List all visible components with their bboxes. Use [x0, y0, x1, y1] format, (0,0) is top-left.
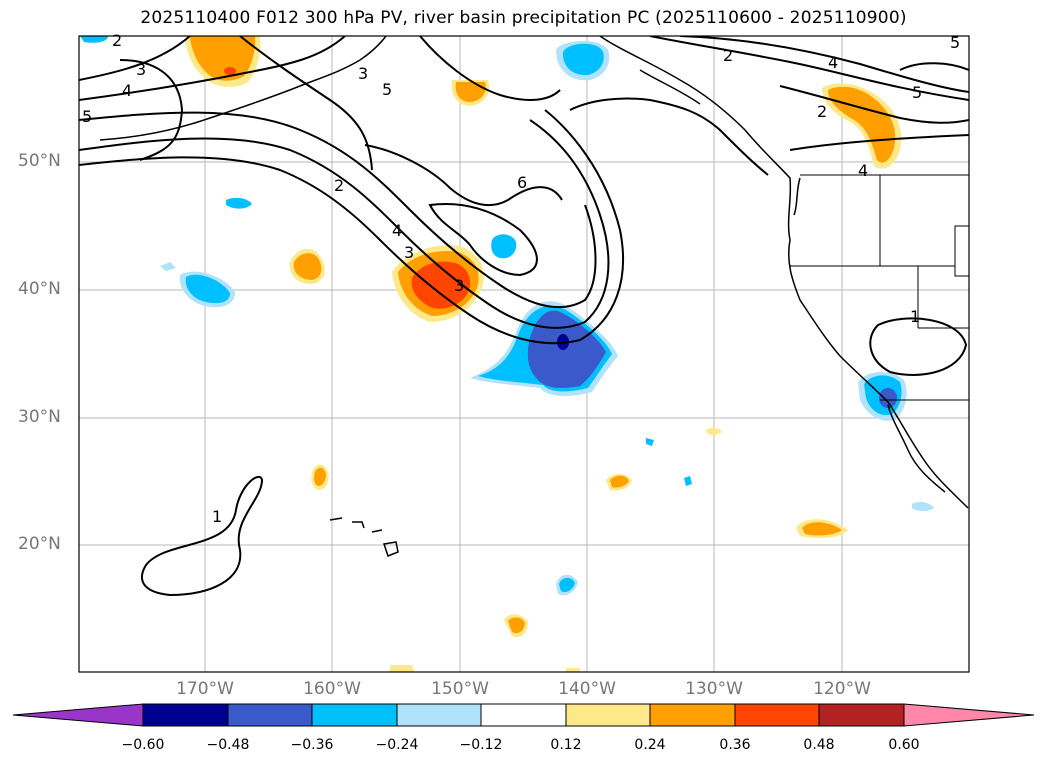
- colorbar-segment: [142, 703, 229, 727]
- precip-shading: [80, 36, 934, 672]
- colorbar-extend-low: [12, 703, 144, 727]
- lon-label: 120°W: [813, 679, 871, 699]
- colorbar-tick: −0.60: [121, 737, 165, 753]
- contour-label: 5: [912, 83, 922, 102]
- colorbar: [12, 703, 1035, 727]
- colorbar-segment: [480, 703, 567, 727]
- map-title: 2025110400 F012 300 hPa PV, river basin …: [140, 8, 907, 28]
- contour-label: 2: [723, 46, 733, 65]
- lat-label: 30°N: [18, 407, 61, 427]
- colorbar-tick: 0.36: [719, 737, 751, 753]
- map-frame: [78, 35, 970, 673]
- lat-label: 50°N: [18, 151, 61, 171]
- contour-label: 3: [358, 64, 368, 83]
- contour-label: 3: [136, 60, 146, 79]
- contour-label: 2: [817, 102, 827, 121]
- contour-label: 4: [392, 221, 402, 240]
- contour-label: 6: [517, 173, 527, 192]
- colorbar-tick: −0.12: [459, 737, 503, 753]
- colorbar-segment: [649, 703, 736, 727]
- contour-label: 4: [828, 53, 838, 72]
- contour-label: 1: [212, 507, 222, 526]
- colorbar-segment: [734, 703, 820, 727]
- contour-labels: 2 3 4 5 3 2 5 2 4 3 6 3 4 5 2 1 1 5 4: [82, 31, 960, 526]
- colorbar-tick: 0.48: [803, 737, 835, 753]
- contour-label: 5: [382, 80, 392, 99]
- colorbar-tick: −0.48: [206, 737, 250, 753]
- colorbar-tick: 0.24: [634, 737, 666, 753]
- colorbar-segment: [311, 703, 398, 727]
- colorbar-tick: 0.60: [888, 737, 920, 753]
- contour-label: 3: [404, 243, 414, 262]
- pv-contours: [79, 36, 969, 597]
- colorbar-tick: −0.36: [290, 737, 334, 753]
- lon-label: 170°W: [176, 679, 234, 699]
- lon-label: 160°W: [303, 679, 361, 699]
- contour-label: 2: [334, 176, 344, 195]
- contour-label: 3: [454, 276, 464, 295]
- lon-label: 140°W: [558, 679, 616, 699]
- lon-label: 130°W: [685, 679, 743, 699]
- lon-label: 150°W: [431, 679, 489, 699]
- colorbar-tick: −0.24: [375, 737, 419, 753]
- state-borders: [790, 174, 969, 401]
- contour-label: 5: [950, 33, 960, 52]
- colorbar-segment: [818, 703, 905, 727]
- colorbar-segment: [227, 703, 313, 727]
- colorbar-tick: 0.12: [550, 737, 582, 753]
- coastlines: [99, 36, 969, 557]
- contour-label: 1: [910, 307, 920, 326]
- contour-label: 5: [82, 107, 92, 126]
- colorbar-extend-high: [903, 703, 1035, 727]
- colorbar-segment: [565, 703, 651, 727]
- contour-label: 2: [112, 31, 122, 50]
- lat-label: 20°N: [18, 534, 61, 554]
- contour-label: 4: [122, 81, 132, 100]
- colorbar-segment: [396, 703, 482, 727]
- contour-label: 4: [858, 161, 868, 180]
- lat-label: 40°N: [18, 279, 61, 299]
